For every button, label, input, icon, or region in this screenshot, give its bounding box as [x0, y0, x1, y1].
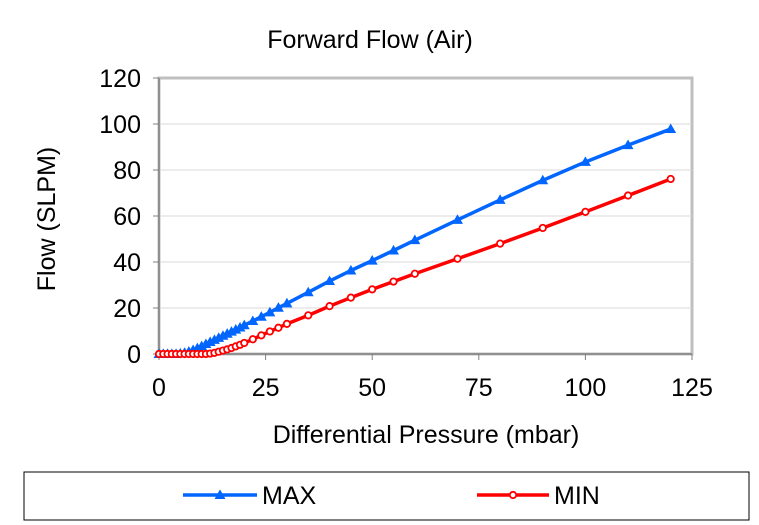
data-point-max [238, 319, 250, 330]
data-point-min [265, 327, 274, 336]
data-point-min [538, 223, 547, 233]
gridlines [159, 123, 692, 309]
y-tick-label: 20 [113, 295, 141, 323]
data-point-max [302, 286, 314, 297]
data-point-min [304, 311, 313, 320]
legend-marker-min [508, 490, 518, 500]
data-point-max [255, 311, 267, 321]
x-tick-labels: 0 25 50 75 100 125 [152, 374, 713, 402]
data-point-min [325, 302, 334, 311]
legend-label-min: MIN [554, 482, 600, 510]
chart-title: Forward Flow (Air) [267, 26, 473, 54]
data-point-min [581, 207, 590, 216]
data-point-min [274, 323, 283, 332]
data-point-min [240, 338, 249, 348]
x-axis-label: Differential Pressure (mbar) [273, 421, 580, 449]
legend-marker-max [214, 489, 226, 499]
legend-item-min: MIN [477, 482, 600, 510]
data-point-min [496, 239, 505, 248]
y-axis-label: Flow (SLPM) [33, 147, 61, 291]
legend-label-max: MAX [262, 482, 317, 510]
data-point-max [665, 123, 677, 134]
data-point-max [247, 315, 259, 326]
data-point-max [494, 194, 506, 204]
data-point-min [346, 293, 355, 302]
series-min [154, 174, 675, 359]
data-point-min [368, 285, 377, 294]
y-tick-label: 100 [99, 111, 141, 139]
legend-item-max: MAX [183, 482, 317, 510]
data-point-max [264, 306, 276, 317]
y-tick-labels: 0 20 40 60 80 100 120 [99, 65, 141, 369]
x-tick-label: 100 [565, 374, 607, 402]
x-tick-label: 50 [358, 374, 386, 402]
x-tick-label: 125 [671, 374, 713, 402]
legend-box [23, 471, 750, 521]
data-point-max [409, 234, 421, 245]
data-point-min [453, 254, 462, 263]
y-tick-label: 0 [127, 341, 141, 369]
x-tick-label: 0 [152, 374, 166, 402]
legend: MAX MIN [23, 471, 750, 521]
data-point-min [410, 269, 419, 278]
x-tick-label: 25 [252, 374, 280, 402]
data-point-max [388, 244, 399, 255]
data-point-min [282, 319, 292, 328]
y-tick-label: 80 [113, 157, 141, 185]
y-tick-label: 120 [99, 65, 141, 93]
data-point-min [248, 335, 257, 344]
data-point-min [389, 277, 398, 286]
data-point-max [452, 214, 463, 224]
data-point-max [324, 275, 336, 286]
data-point-max [345, 264, 357, 275]
data-point-min [257, 331, 266, 340]
data-point-max [622, 139, 634, 150]
data-point-min [623, 191, 633, 200]
data-point-max [366, 255, 378, 265]
data-point-min [666, 174, 675, 184]
data-point-max [281, 297, 293, 308]
y-tick-label: 60 [113, 203, 141, 231]
y-tick-label: 40 [113, 249, 141, 277]
axes [153, 77, 693, 360]
data-point-max [537, 174, 549, 185]
data-point-max [579, 156, 591, 166]
x-tick-label: 75 [465, 374, 493, 402]
series [153, 123, 677, 359]
data-point-max [272, 302, 284, 312]
